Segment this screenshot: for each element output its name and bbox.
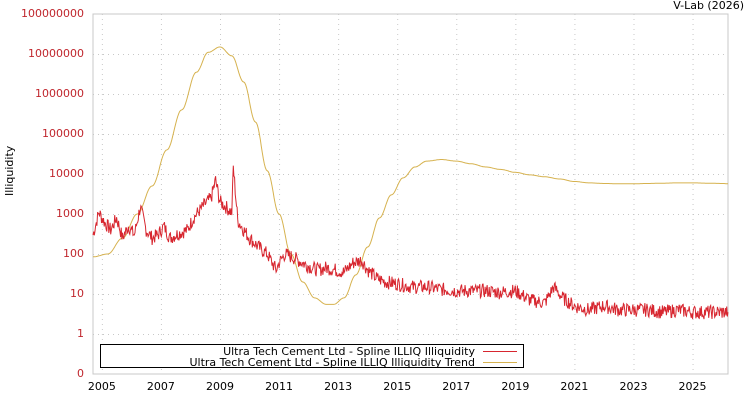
y-tick-label: 10000 xyxy=(49,167,84,180)
legend-label: Ultra Tech Cement Ltd - Spline ILLIQ Ill… xyxy=(223,344,475,358)
legend-item-illiquidity: Ultra Tech Cement Ltd - Spline ILLIQ Ill… xyxy=(223,344,517,358)
legend: Ultra Tech Cement Ltd - Spline ILLIQ Ill… xyxy=(100,344,524,369)
y-tick-label: 100 xyxy=(63,247,84,260)
x-tick-label: 2005 xyxy=(87,380,116,393)
credit-label: V-Lab (2026) xyxy=(673,0,744,12)
y-tick-label: 1000 xyxy=(56,207,84,220)
x-tick-label: 2013 xyxy=(324,380,353,393)
gridlines xyxy=(93,14,728,374)
y-tick-label: 1 xyxy=(77,327,84,340)
y-tick-label: 10 xyxy=(70,287,84,300)
x-tick-label: 2025 xyxy=(678,380,707,393)
trend-series-line xyxy=(93,46,729,305)
legend-label: Ultra Tech Cement Ltd - Spline ILLIQ Ill… xyxy=(189,355,475,369)
x-tick-label: 2021 xyxy=(560,380,589,393)
x-tick-label: 2023 xyxy=(619,380,648,393)
x-tick-label: 2007 xyxy=(146,380,175,393)
legend-swatch-red xyxy=(483,350,517,352)
y-tick-label: 100000000 xyxy=(21,7,84,20)
plot-frame xyxy=(92,13,729,375)
x-tick-label: 2015 xyxy=(383,380,412,393)
x-tick-label: 2017 xyxy=(442,380,471,393)
y-tick-label: 100000 xyxy=(42,127,84,140)
x-tick-label: 2011 xyxy=(265,380,294,393)
legend-item-trend: Ultra Tech Cement Ltd - Spline ILLIQ Ill… xyxy=(189,355,517,369)
x-tick-label: 2009 xyxy=(206,380,234,393)
legend-swatch-trend xyxy=(483,361,517,363)
illiquidity-series-line xyxy=(92,165,729,320)
y-tick-label: 10000000 xyxy=(28,47,84,60)
y-tick-label: 1000000 xyxy=(35,87,84,100)
x-tick-label: 2019 xyxy=(501,380,530,393)
y-tick-label: 0 xyxy=(77,367,84,380)
